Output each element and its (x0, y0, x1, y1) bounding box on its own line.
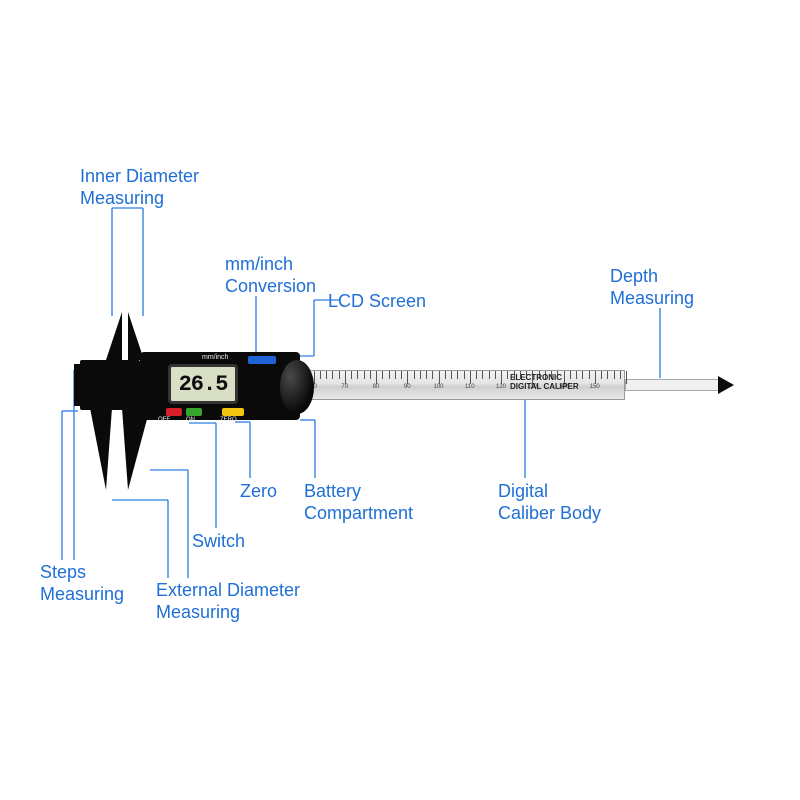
lcd-screen: 26.5 (168, 364, 238, 404)
body-text-line1: ELECTRONIC (510, 373, 562, 382)
zero-button (222, 408, 244, 416)
body-text: ELECTRONIC DIGITAL CALIPER (510, 374, 579, 392)
thumb-wheel (280, 360, 314, 414)
mm-inch-button (248, 356, 276, 364)
caliper-diagram: 102030405060708090100110120130140150 ELE… (80, 330, 740, 530)
depth-tip (718, 376, 734, 394)
mm-inch-text: mm/inch (202, 354, 228, 361)
label-mm-conversion: mm/inch Conversion (225, 254, 316, 297)
fixed-jaw-block (80, 360, 140, 410)
label-switch: Switch (192, 531, 245, 553)
depth-rod (625, 379, 720, 391)
outer-jaw-left (90, 408, 112, 490)
on-button (186, 408, 202, 416)
lcd-value: 26.5 (179, 372, 228, 397)
zero-text: ZERO (220, 417, 237, 423)
label-steps: Steps Measuring (40, 562, 124, 605)
off-text: OFF (158, 417, 170, 423)
label-inner-diameter: Inner Diameter Measuring (80, 166, 199, 209)
label-external: External Diameter Measuring (156, 580, 300, 623)
outer-jaw-right (122, 408, 150, 490)
label-depth-measuring: Depth Measuring (610, 266, 694, 309)
off-button (166, 408, 182, 416)
label-lcd-screen: LCD Screen (328, 291, 426, 313)
on-text: ON (186, 417, 195, 423)
body-text-line2: DIGITAL CALIPER (510, 382, 579, 391)
inner-jaw-left (106, 312, 122, 360)
